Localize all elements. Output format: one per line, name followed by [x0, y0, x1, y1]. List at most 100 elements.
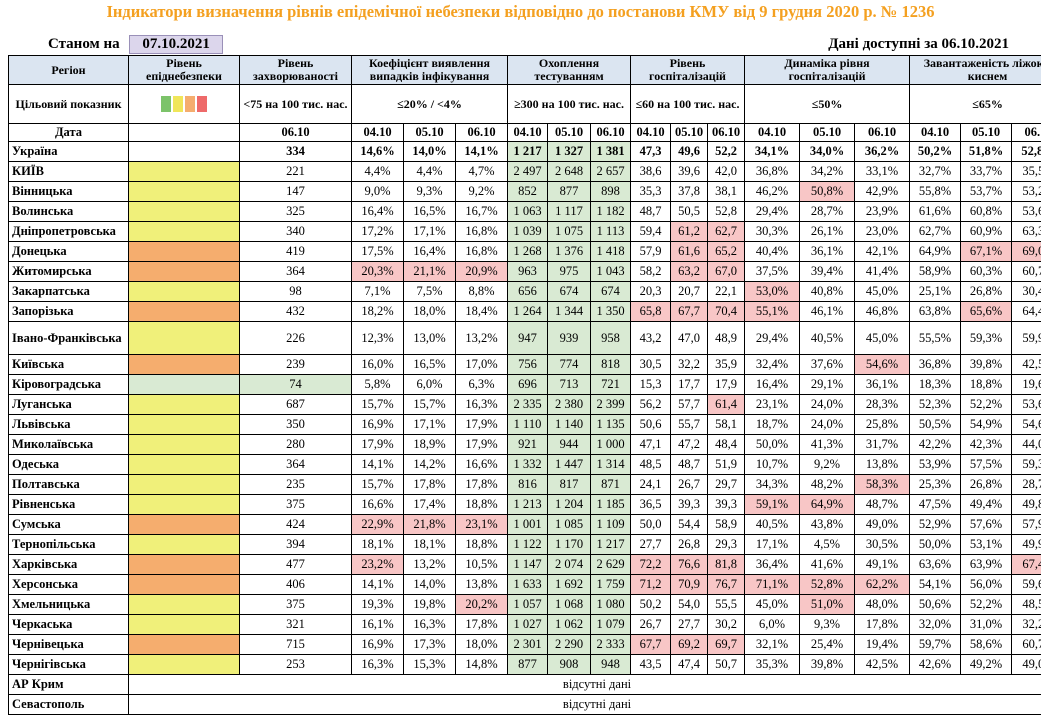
testing-value: 2 497	[507, 161, 549, 182]
oxygen-value: 63,8%	[909, 301, 962, 322]
detection-value: 22,9%	[351, 514, 404, 535]
hospitalization-value: 20,7	[670, 281, 709, 302]
hospitalization-value: 54,0	[670, 594, 709, 615]
incidence-value: 253	[239, 654, 352, 675]
oxygen-value: 52,9%	[909, 514, 962, 535]
hosp-dynamics-value: 24,0%	[799, 394, 856, 415]
hosp-dynamics-value: 40,5%	[744, 514, 801, 535]
detection-value: 16,5%	[403, 201, 456, 222]
date-col: 05.10	[547, 123, 592, 142]
detection-value: 14,2%	[403, 454, 456, 475]
date-col: 05.10	[403, 123, 456, 142]
date-col: 06.10	[854, 123, 911, 142]
oxygen-value: 60,3%	[960, 261, 1013, 282]
hosp-dynamics-value: 50,8%	[799, 181, 856, 202]
hosp-dynamics-value: 23,9%	[854, 201, 911, 222]
header-incidence: Рівень захворюваності	[239, 55, 352, 85]
hosp-dynamics-value: 28,3%	[854, 394, 911, 415]
header-row: Регіон Рівень епіднебезпеки Рівень захво…	[8, 55, 1041, 85]
indicators-table: Регіон Рівень епіднебезпеки Рівень захво…	[8, 55, 1041, 715]
table-row: Черкаська 321 16,1% 16,3% 17,8% 1 027 1 062 1 0…	[8, 614, 1041, 635]
hospitalization-value: 58,9	[707, 514, 746, 535]
available-label: Дані доступні за	[828, 36, 938, 52]
hosp-dynamics-value: 19,4%	[854, 634, 911, 655]
incidence-value: 235	[239, 474, 352, 495]
detection-value: 4,7%	[454, 161, 509, 182]
hosp-dynamics-value: 31,7%	[854, 434, 911, 455]
oxygen-value: 53,7%	[960, 181, 1013, 202]
detection-value: 16,3%	[403, 614, 456, 635]
hosp-dynamics-value: 13,8%	[854, 454, 911, 475]
oxygen-value: 54,1%	[909, 574, 962, 595]
testing-value: 674	[590, 281, 632, 302]
testing-value: 1 140	[547, 414, 592, 435]
detection-value: 17,2%	[351, 221, 404, 242]
hospitalization-value: 52,2	[707, 141, 746, 162]
oxygen-value: 42,3%	[960, 434, 1013, 455]
oxygen-value: 64,4%	[1011, 301, 1041, 322]
oxygen-value: 53,1%	[960, 534, 1013, 555]
incidence-value: 340	[239, 221, 352, 242]
detection-value: 17,5%	[351, 241, 404, 262]
oxygen-value: 30,4%	[1011, 281, 1041, 302]
detection-value: 14,8%	[454, 654, 509, 675]
oxygen-value: 49,8%	[1011, 494, 1041, 515]
detection-value: 19,8%	[403, 594, 456, 615]
testing-value: 1 027	[507, 614, 549, 635]
hospitalization-value: 54,4	[670, 514, 709, 535]
detection-value: 16,9%	[351, 634, 404, 655]
hospitalization-value: 51,9	[707, 454, 746, 475]
table-row: Миколаївська 280 17,9% 18,9% 17,9% 921 944 1 00…	[8, 434, 1041, 455]
testing-value: 1 170	[547, 534, 592, 555]
detection-value: 18,0%	[454, 634, 509, 655]
oxygen-value: 69,0%	[1011, 241, 1041, 262]
date-col: 05.10	[960, 123, 1013, 142]
detection-value: 14,6%	[351, 141, 404, 162]
hospitalization-value: 48,4	[707, 434, 746, 455]
oxygen-value: 54,6%	[1011, 414, 1041, 435]
testing-value: 1 075	[547, 221, 592, 242]
oxygen-value: 25,3%	[909, 474, 962, 495]
oxygen-value: 62,7%	[909, 221, 962, 242]
hosp-dynamics-value: 41,3%	[799, 434, 856, 455]
testing-value: 1 381	[590, 141, 632, 162]
hospitalization-value: 67,7	[630, 634, 672, 655]
testing-value: 1 080	[590, 594, 632, 615]
testing-value: 921	[507, 434, 549, 455]
hospitalization-value: 29,3	[707, 534, 746, 555]
detection-value: 15,3%	[403, 654, 456, 675]
hosp-dynamics-value: 39,4%	[799, 261, 856, 282]
oxygen-value: 52,2%	[960, 594, 1013, 615]
incidence-value: 325	[239, 201, 352, 222]
danger-level-cell	[128, 301, 240, 322]
hospitalization-value: 26,8	[670, 534, 709, 555]
hospitalization-value: 55,7	[670, 414, 709, 435]
hosp-dynamics-value: 46,1%	[799, 301, 856, 322]
date-col: 05.10	[670, 123, 709, 142]
detection-value: 6,0%	[403, 374, 456, 395]
detection-value: 17,4%	[403, 494, 456, 515]
oxygen-value: 32,0%	[909, 614, 962, 635]
hosp-dynamics-value: 4,5%	[799, 534, 856, 555]
oxygen-value: 61,6%	[909, 201, 962, 222]
testing-value: 2 657	[590, 161, 632, 182]
oxygen-value: 49,0%	[1011, 654, 1041, 675]
oxygen-value: 54,9%	[960, 414, 1013, 435]
hosp-dynamics-value: 18,7%	[744, 414, 801, 435]
hosp-dynamics-value: 29,4%	[744, 201, 801, 222]
incidence-value: 424	[239, 514, 352, 535]
detection-value: 16,8%	[454, 241, 509, 262]
incidence-value: 715	[239, 634, 352, 655]
detection-value: 14,1%	[351, 454, 404, 475]
testing-value: 713	[547, 374, 592, 395]
hospitalization-value: 47,3	[630, 141, 672, 162]
available-date: 06.10.2021	[941, 36, 1010, 52]
testing-value: 1 039	[507, 221, 549, 242]
hospitalization-value: 70,4	[707, 301, 746, 322]
hospitalization-value: 22,1	[707, 281, 746, 302]
danger-level-cell	[128, 514, 240, 535]
hospitalization-value: 48,5	[630, 454, 672, 475]
oxygen-value: 60,7%	[1011, 634, 1041, 655]
hospitalization-value: 42,0	[707, 161, 746, 182]
hosp-dynamics-value: 9,3%	[799, 614, 856, 635]
